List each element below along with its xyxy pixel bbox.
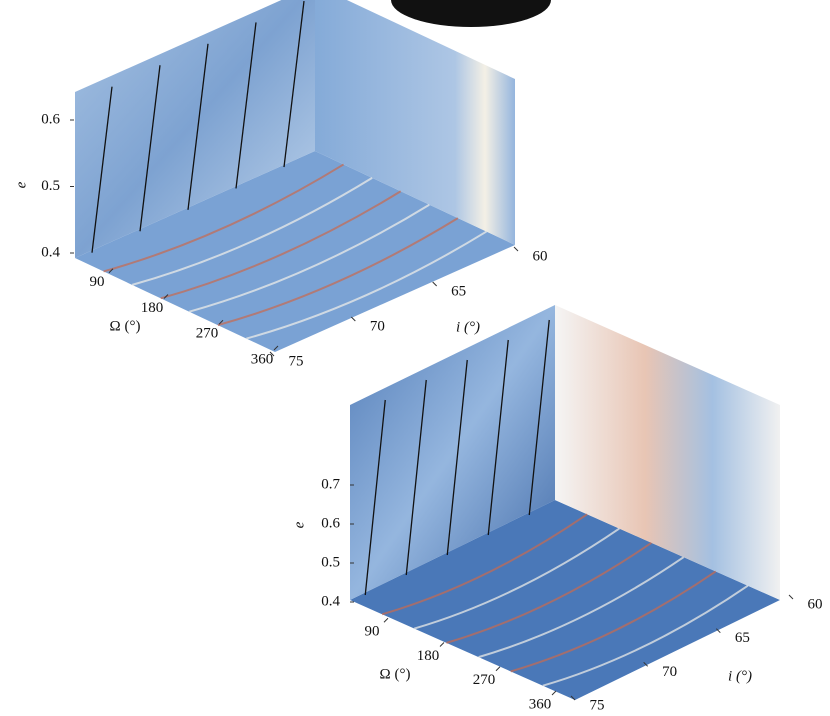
z-tick-label: 0.7 xyxy=(321,476,340,492)
section-line xyxy=(364,399,386,596)
structure-curve xyxy=(160,190,402,300)
floor-face xyxy=(350,500,780,700)
y-axis-label: i (°) xyxy=(456,319,480,335)
structure-curve xyxy=(189,203,430,313)
structure-curve xyxy=(414,527,620,630)
section-line xyxy=(528,319,550,516)
section-line xyxy=(139,65,161,232)
y-tick xyxy=(269,351,275,357)
structure-curve xyxy=(478,556,685,659)
x-tick xyxy=(383,617,389,623)
structure-curve xyxy=(446,542,652,644)
section-line xyxy=(283,0,305,168)
back-left-face xyxy=(75,0,315,258)
z-tick-label: 0.6 xyxy=(321,515,340,531)
z-axis-label: e xyxy=(13,181,29,188)
inset-image xyxy=(391,0,551,27)
y-tick-label: 70 xyxy=(370,318,385,334)
y-tick-label: 65 xyxy=(451,283,466,299)
structure-curve xyxy=(131,177,373,286)
z-tick-label: 0.5 xyxy=(41,178,60,194)
y-tick xyxy=(788,594,794,600)
x-tick xyxy=(163,294,169,299)
structure-curve xyxy=(217,217,459,327)
x-axis-label: Ω (°) xyxy=(110,318,141,334)
y-tick-label: 65 xyxy=(735,630,750,646)
y-axis-label: i (°) xyxy=(728,668,752,684)
x-tick xyxy=(551,690,557,696)
back-right-face xyxy=(315,0,515,245)
section-line xyxy=(487,339,509,536)
y-tick xyxy=(715,628,721,634)
x-tick-label: 90 xyxy=(365,624,380,640)
z-tick-label: 0.6 xyxy=(41,111,60,127)
structure-curve xyxy=(510,570,717,673)
z-tick-label: 0.5 xyxy=(321,554,340,570)
y-tick xyxy=(350,316,356,322)
x-tick-label: 270 xyxy=(196,326,219,342)
x-tick-label: 360 xyxy=(251,351,274,367)
x-tick-label: 90 xyxy=(90,274,105,290)
structure-curve xyxy=(381,513,588,616)
y-tick-label: 75 xyxy=(289,353,304,369)
structure-curve xyxy=(103,163,345,273)
section-line xyxy=(405,379,427,576)
y-tick-label: 60 xyxy=(533,248,548,264)
structure-curve xyxy=(542,584,749,687)
x-tick-label: 180 xyxy=(417,648,440,664)
section-line xyxy=(91,86,113,253)
x-tick xyxy=(273,345,279,351)
x-tick xyxy=(495,666,501,672)
section-line xyxy=(235,22,257,189)
section-line xyxy=(446,359,468,556)
x-tick xyxy=(218,319,224,325)
x-axis-label: Ω (°) xyxy=(380,666,411,682)
structure-curve xyxy=(246,230,487,340)
y-tick xyxy=(432,281,438,287)
x-tick-label: 270 xyxy=(473,672,496,688)
x-tick xyxy=(108,268,114,274)
y-tick-label: 70 xyxy=(662,664,677,680)
z-tick-label: 0.4 xyxy=(41,244,60,260)
floor-face xyxy=(75,151,515,352)
x-tick xyxy=(439,642,445,647)
back-right-face xyxy=(555,305,780,600)
x-tick-label: 180 xyxy=(141,300,164,316)
y-tick xyxy=(570,695,576,701)
z-tick-label: 0.4 xyxy=(321,593,340,609)
section-line xyxy=(187,43,209,210)
y-tick-label: 60 xyxy=(808,596,823,612)
y-tick xyxy=(513,246,519,252)
x-tick-label: 360 xyxy=(529,696,552,712)
y-tick-label: 75 xyxy=(590,697,605,713)
z-axis-label: e xyxy=(291,521,307,528)
y-tick xyxy=(643,661,649,667)
